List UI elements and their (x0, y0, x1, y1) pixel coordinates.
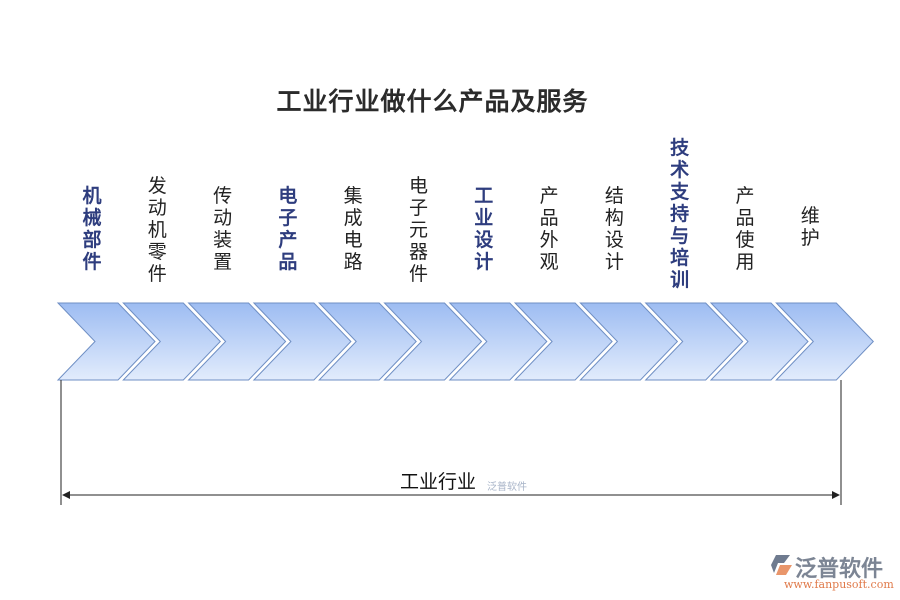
chevron-step-4 (252, 302, 352, 381)
chevron-step-2 (122, 302, 221, 381)
step-label-6: 电子元器件 (408, 175, 428, 285)
step-label-2: 发动机零件 (147, 175, 167, 285)
step-label-12: 维护 (800, 205, 820, 249)
chevron-step-7 (448, 302, 548, 381)
chevron-step-3 (187, 302, 287, 381)
span-arrow-right-head (832, 491, 840, 499)
chevron-step-9 (579, 302, 679, 381)
step-label-1: 机械部件 (82, 185, 102, 273)
span-label: 工业行业 (400, 467, 477, 494)
step-label-11: 产品使用 (735, 185, 755, 273)
step-label-10: 技术支持与培训 (670, 137, 690, 291)
brand-url: www.fanpusoft.com (784, 578, 894, 591)
step-label-7: 工业设计 (474, 185, 494, 273)
step-label-8: 产品外观 (539, 185, 559, 273)
diagram-title: 工业行业做什么产品及服务 (276, 87, 589, 116)
chevron-step-12 (775, 302, 874, 381)
step-label-3: 传动装置 (213, 185, 233, 273)
step-label-9: 结构设计 (604, 185, 624, 273)
watermark: 泛普软件 (487, 482, 527, 493)
step-label-5: 集成电路 (343, 185, 363, 273)
chevron-step-6 (383, 302, 483, 381)
chevron-step-10 (644, 302, 744, 381)
chevron-step-1 (56, 302, 156, 381)
brand-logo: 泛普软件 www.fanpusoft.com (770, 553, 895, 595)
step-label-4: 电子产品 (278, 185, 298, 273)
brand-name: 泛普软件 (795, 557, 884, 582)
chevron-step-5 (318, 302, 417, 381)
brand-logo-icon (771, 555, 792, 575)
chevron-step-11 (709, 302, 809, 381)
span-arrow-left-head (62, 491, 70, 499)
chevron-step-8 (513, 302, 613, 381)
